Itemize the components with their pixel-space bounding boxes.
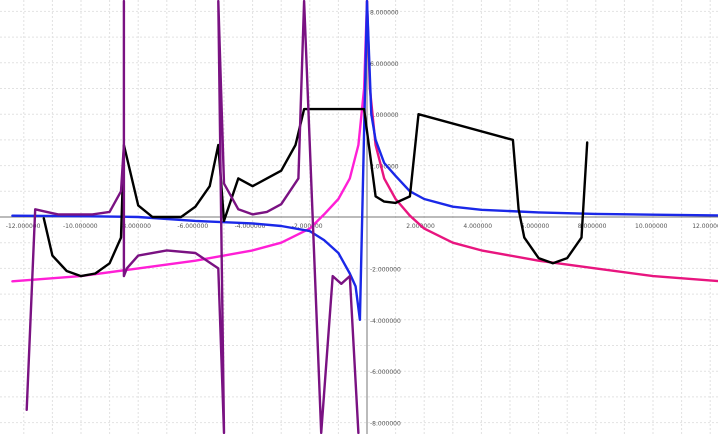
x-tick-label: 10.000000	[635, 223, 668, 230]
y-tick-label: 8.000000	[370, 9, 399, 16]
x-tick-label: -8.000000	[120, 223, 151, 230]
curve-series-2	[42, 107, 589, 278]
y-tick-label: 4.000000	[370, 112, 399, 119]
x-tick-label: -4.000000	[235, 223, 266, 230]
curve-series-0-right	[365, 0, 718, 283]
x-tick-label: 12.000000	[692, 223, 718, 230]
y-tick-label: -6.000000	[370, 369, 401, 376]
x-tick-label: -6.000000	[177, 223, 208, 230]
y-tick-label: -2.000000	[370, 266, 401, 273]
y-tick-label: 6.000000	[370, 61, 399, 68]
tick-labels: -12.000000 -10.000000 -8.000000 -6.000000 -4…	[6, 9, 718, 427]
x-tick-label: -10.000000	[63, 223, 98, 230]
curve-series-0-left	[11, 0, 369, 283]
x-tick-label: -12.000000	[6, 223, 41, 230]
curve-series-1	[11, 0, 718, 321]
x-tick-label: 8.000000	[578, 223, 607, 230]
x-tick-label: 6.000000	[521, 223, 550, 230]
curves	[11, 0, 718, 434]
y-tick-label: -8.000000	[370, 421, 401, 428]
y-tick-label: 2.000000	[370, 164, 399, 171]
curve-series-3	[25, 0, 360, 434]
y-tick-label: -4.000000	[370, 318, 401, 325]
x-tick-label: -2.000000	[292, 223, 323, 230]
x-tick-label: 4.000000	[463, 223, 492, 230]
